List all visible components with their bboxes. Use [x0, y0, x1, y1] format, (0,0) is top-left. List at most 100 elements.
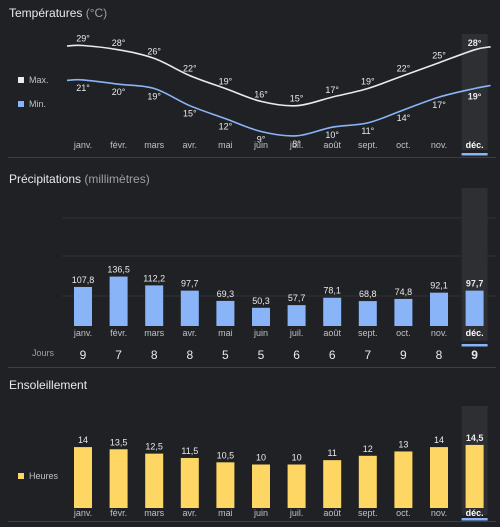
temperature-max-label: 22° — [397, 64, 411, 74]
rainy-days-value: 6 — [293, 348, 300, 362]
sunshine-value-label: 14 — [434, 435, 444, 445]
month-label: oct. — [396, 508, 411, 518]
selected-month-underline — [462, 344, 488, 347]
month-label: juin — [253, 328, 268, 338]
month-label: janv. — [73, 328, 92, 338]
sunshine-bar — [359, 456, 377, 508]
month-label: mai — [218, 140, 233, 150]
rainy-days-value: 8 — [186, 348, 193, 362]
rainy-days-value: 8 — [436, 348, 443, 362]
rainy-days-value: 8 — [151, 348, 158, 362]
month-label: sept. — [358, 140, 378, 150]
sunshine-value-label: 10 — [292, 453, 302, 463]
temperature-min-label: 12° — [219, 122, 233, 132]
temperature-max-label: 28° — [112, 38, 126, 48]
temperature-max-label: 17° — [325, 85, 339, 95]
month-label: juil. — [289, 328, 304, 338]
month-label: déc. — [466, 328, 484, 338]
month-label: déc. — [466, 140, 484, 150]
sunshine-bar — [145, 454, 163, 508]
sunshine-bar — [466, 445, 484, 508]
sunshine-value-label: 12 — [363, 444, 373, 454]
month-label: juin — [253, 140, 268, 150]
sunshine-bar — [394, 451, 412, 508]
precipitation-value-label: 97,7 — [466, 279, 484, 289]
sunshine-value-label: 13,5 — [110, 437, 128, 447]
temperature-line-max — [67, 45, 491, 106]
sunshine-value-label: 12,5 — [145, 442, 163, 452]
rainy-days-value: 7 — [115, 348, 122, 362]
month-label: août — [323, 508, 341, 518]
month-label: janv. — [73, 508, 92, 518]
month-label: août — [323, 140, 341, 150]
month-label: mars — [144, 328, 164, 338]
precipitation-value-label: 50,3 — [252, 296, 270, 306]
precipitation-bar — [252, 308, 270, 326]
month-label: nov. — [431, 328, 447, 338]
precipitation-value-label: 68,8 — [359, 289, 377, 299]
precipitation-bar — [430, 293, 448, 326]
sunshine-value-label: 13 — [398, 439, 408, 449]
precipitation-bar — [466, 291, 484, 326]
temperature-min-label: 11° — [361, 126, 374, 136]
month-label: août — [323, 328, 341, 338]
sunshine-bar — [252, 465, 270, 509]
precipitation-value-label: 78,1 — [323, 286, 341, 296]
month-label: avr. — [183, 140, 198, 150]
temperature-min-label: 15° — [183, 109, 197, 119]
precipitation-chart: 107,8 136,5 112,2 97,7 69,3 50,3 57,7 78,1 68,8 7… — [0, 158, 500, 368]
month-label: juin — [253, 508, 268, 518]
temperature-max-label: 29° — [76, 34, 90, 44]
precipitation-bar — [394, 299, 412, 326]
precipitation-bar — [323, 298, 341, 326]
month-label: mars — [144, 140, 164, 150]
temperature-max-label: 22° — [183, 64, 197, 74]
precipitation-value-label: 69,3 — [217, 289, 235, 299]
temperature-min-label: 21° — [76, 83, 90, 93]
precipitation-bar — [181, 291, 199, 326]
precipitation-value-label: 74,8 — [395, 287, 413, 297]
precipitation-bar — [359, 301, 377, 326]
sunshine-value-label: 14,5 — [466, 433, 484, 443]
temperature-min-label: 14° — [397, 113, 411, 123]
precipitation-value-label: 112,2 — [143, 273, 165, 283]
month-label: avr. — [183, 508, 198, 518]
precipitation-value-label: 57,7 — [288, 293, 306, 303]
sunshine-value-label: 10 — [256, 453, 266, 463]
temperature-max-label: 16° — [254, 89, 268, 99]
precipitation-value-label: 97,7 — [181, 279, 199, 289]
month-label: nov. — [431, 508, 447, 518]
sunshine-bar — [323, 460, 341, 508]
sunshine-bar — [110, 449, 128, 508]
temperature-max-label: 28° — [468, 38, 482, 48]
sunshine-value-label: 11 — [328, 448, 337, 458]
temperature-min-label: 10° — [325, 130, 339, 140]
temperature-max-label: 26° — [147, 46, 161, 56]
rainy-days-value: 5 — [258, 348, 265, 362]
temperature-min-label: 19° — [147, 92, 161, 102]
month-label: oct. — [396, 140, 411, 150]
precipitation-value-label: 136,5 — [107, 265, 130, 275]
month-label: oct. — [396, 328, 411, 338]
rainy-days-value: 6 — [329, 348, 336, 362]
rainy-days-value: 7 — [364, 348, 371, 362]
rainy-days-value: 9 — [80, 348, 87, 362]
precipitation-value-label: 92,1 — [430, 281, 448, 291]
month-label: janv. — [73, 140, 92, 150]
sunshine-divider — [8, 521, 496, 522]
precipitation-bar — [145, 285, 163, 326]
month-label: sept. — [358, 508, 378, 518]
selected-month-underline — [462, 153, 488, 156]
rainy-days-value: 5 — [222, 348, 229, 362]
sunshine-value-label: 10,5 — [217, 450, 235, 460]
month-label: mars — [144, 508, 164, 518]
precipitation-bar — [216, 301, 234, 326]
month-label: nov. — [431, 140, 447, 150]
temperature-max-label: 25° — [432, 51, 446, 61]
temperature-max-label: 19° — [361, 77, 375, 87]
sunshine-bar — [181, 458, 199, 508]
precipitation-bar — [288, 305, 306, 326]
month-label: déc. — [466, 508, 484, 518]
precipitation-value-label: 107,8 — [72, 275, 95, 285]
sunshine-bar — [216, 462, 234, 508]
